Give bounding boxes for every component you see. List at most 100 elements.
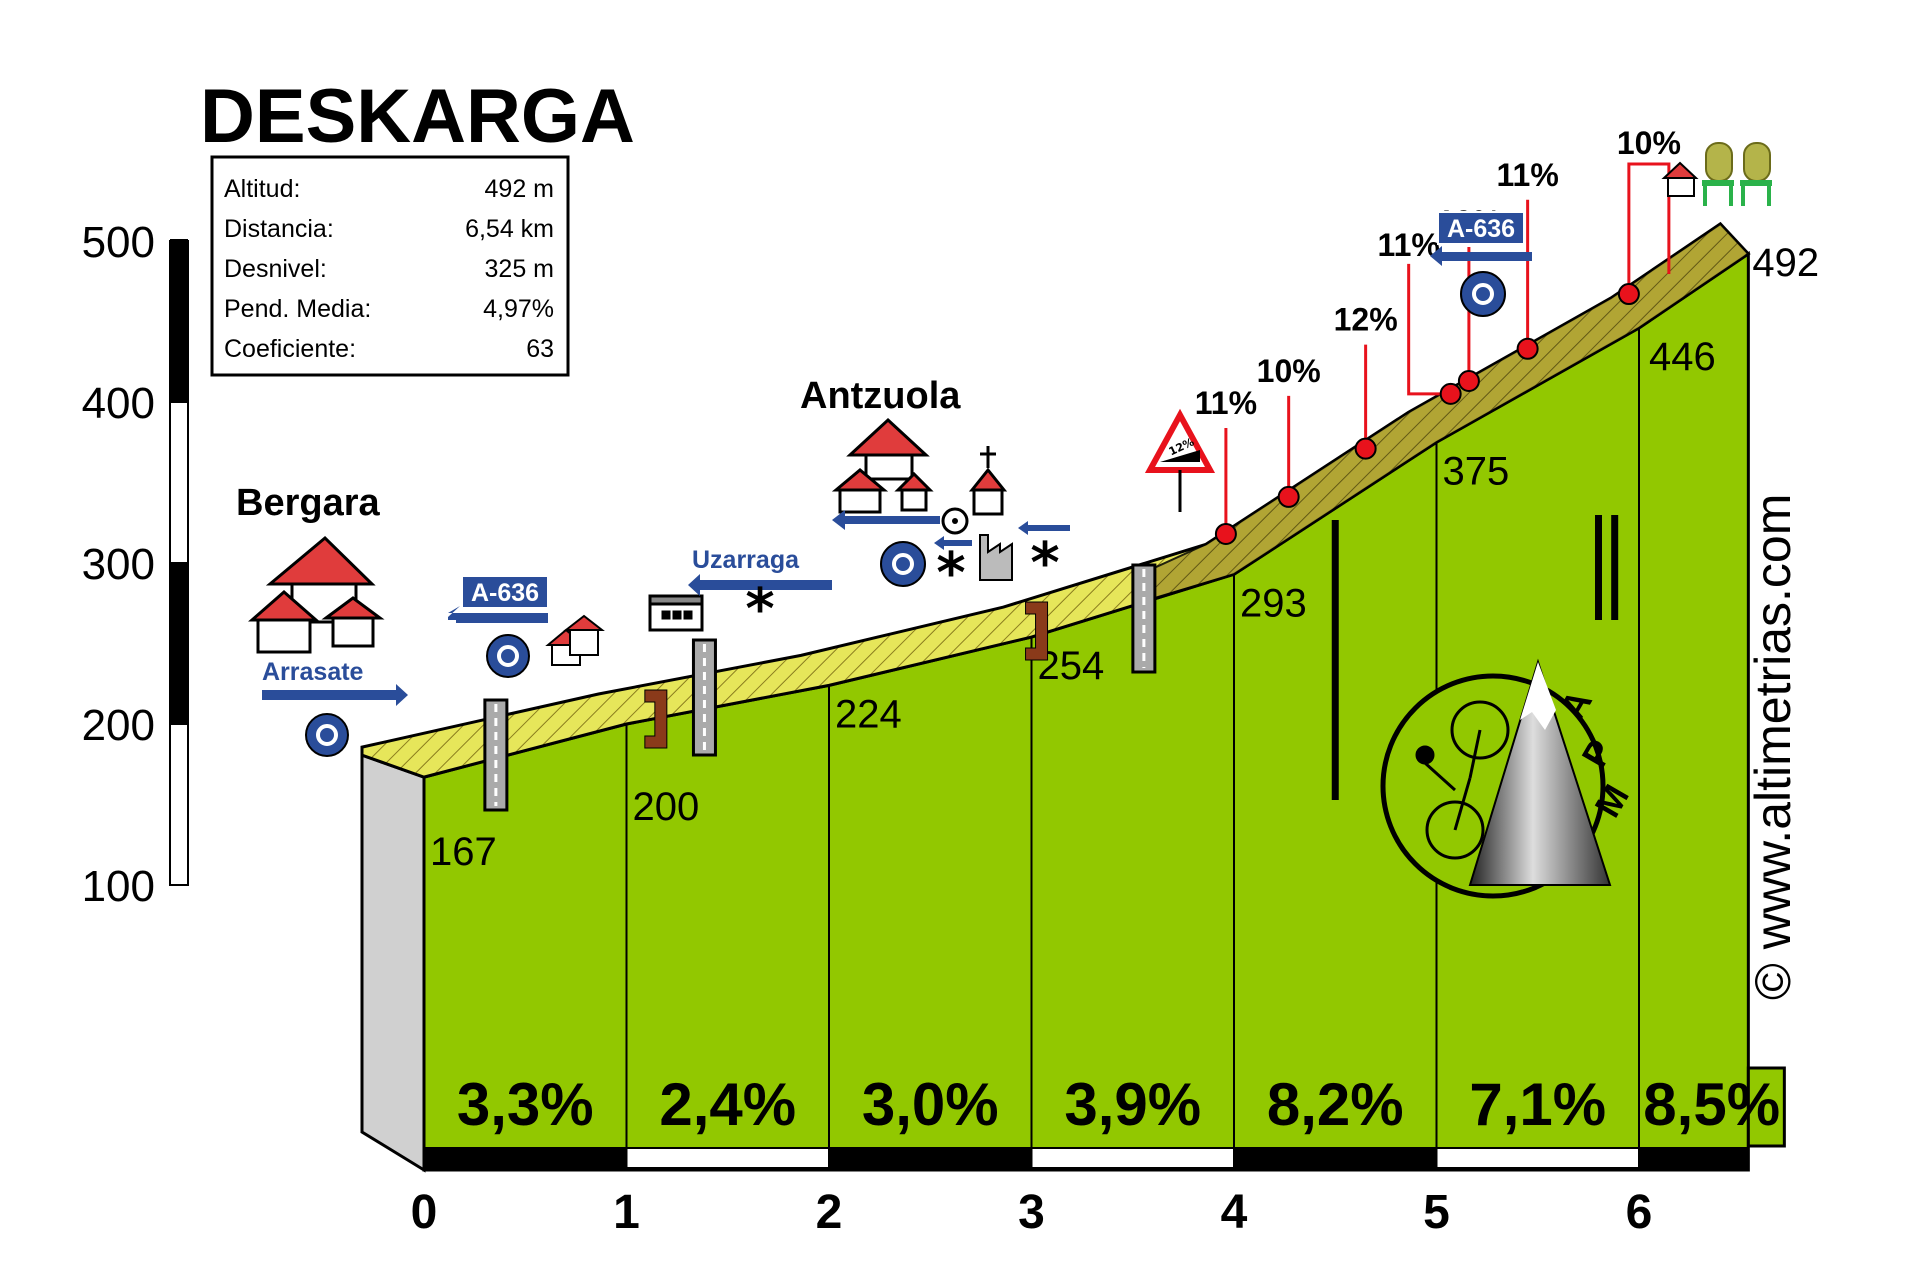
max-gradient-label: 10% (1257, 353, 1321, 389)
gradient-markers: 10%11%12%11%10%11%10% (483, 125, 1681, 812)
y-axis: 100 200 300 400 500 (82, 218, 189, 911)
chart-title: DESKARGA (200, 74, 635, 159)
segment-gradient-label: 3,3% (457, 1071, 594, 1138)
website-credit: © www.altimetrias.com (1745, 494, 1801, 1000)
max-gradient-label: 11% (1195, 385, 1257, 421)
x-scale-segment (625, 1147, 830, 1169)
max-gradient-label: 11% (1496, 157, 1558, 193)
road-label-arrasate: Arrasate (262, 658, 364, 686)
x-scale-segment (1435, 1147, 1640, 1169)
profile-side-wall (360, 753, 426, 1173)
road-label-a636-second: A-636 (1447, 215, 1515, 243)
star-icon: * (1030, 531, 1059, 596)
apm-logo: A P M (1380, 658, 1637, 899)
church-icon (968, 446, 1008, 516)
segment-gradient-label: 3,0% (862, 1071, 999, 1138)
houses-icon (545, 614, 605, 666)
y-tick-label: 500 (82, 218, 155, 267)
x-scale-segment (1030, 1147, 1235, 1169)
x-tick-label: 1 (613, 1186, 640, 1239)
info-label-altitud: Altitud: (224, 175, 300, 203)
elevation-label: 446 (1649, 335, 1716, 379)
bridge-icon (644, 689, 668, 749)
x-axis: 0 1 2 3 4 5 6 (411, 1147, 1750, 1239)
info-label-distancia: Distancia: (224, 215, 334, 243)
y-scale-segment (169, 723, 189, 886)
elevation-label: 200 (633, 785, 700, 829)
x-scale-segment (423, 1147, 628, 1169)
houses-icon (831, 417, 934, 514)
segment-gradient-label: 8,5% (1643, 1071, 1780, 1138)
y-tick-label: 200 (82, 701, 155, 750)
max-gradient-marker (1214, 522, 1237, 545)
road-band-steep (1152, 222, 1750, 600)
road-sign-arrasate: Arrasate (262, 658, 408, 757)
max-gradient-marker (1277, 485, 1300, 508)
town-label-bergara: Bergara (236, 482, 380, 524)
y-tick-label: 100 (82, 862, 155, 911)
x-tick-label: 4 (1221, 1186, 1248, 1239)
factory-icon (979, 534, 1013, 581)
bridge-icon (1025, 601, 1049, 661)
town-label-antzuola: Antzuola (800, 375, 961, 417)
houses-icon (248, 535, 385, 654)
elevation-label: 167 (430, 830, 497, 874)
x-scale-segment (1638, 1147, 1750, 1169)
info-value-coeficiente: 63 (526, 335, 554, 363)
info-value-altitud: 492 m (485, 175, 554, 203)
chair-icon (1702, 142, 1734, 206)
summit-house-icon (1661, 161, 1699, 197)
elevation-label: 375 (1443, 449, 1510, 493)
last-segment-tab (1746, 1066, 1786, 1148)
max-gradient-label: 11% (1378, 227, 1440, 263)
cyclist-icon (1415, 700, 1510, 860)
chair-icon (1740, 142, 1772, 206)
x-scale-segment (828, 1147, 1033, 1169)
road-sign-a636-second: A-636 (1430, 211, 1532, 317)
underpass-marker (483, 698, 509, 812)
steep-grade-warning-sign: 12% (1144, 408, 1216, 512)
elevation-label: 293 (1240, 581, 1307, 625)
elevation-label: 224 (835, 692, 902, 736)
elevation-label: 492 (1752, 241, 1819, 285)
town-antzuola: Antzuola (800, 375, 1070, 587)
road-sign-uzarraga: Uzarraga (688, 546, 832, 596)
road-label-uzarraga: Uzarraga (692, 546, 800, 574)
roundabout-icon (486, 634, 530, 678)
x-tick-label: 6 (1626, 1186, 1653, 1239)
segment-gradient-label: 7,1% (1469, 1071, 1606, 1138)
town-bergara: Bergara (236, 482, 385, 654)
info-label-pendiente: Pend. Media: (224, 295, 371, 323)
max-gradient-marker (1457, 370, 1480, 392)
x-tick-label: 5 (1423, 1186, 1450, 1239)
segment-gradient-label: 8,2% (1267, 1071, 1404, 1138)
y-scale-segment (169, 562, 189, 725)
max-gradient-label: 12% (1334, 302, 1398, 338)
max-gradient-marker (1439, 382, 1462, 405)
profile-area: 167 200 224 254 293 375 446 492 3,3% 2,4% 3,0% 3,9%… (360, 221, 1819, 1173)
building-icon (648, 594, 704, 632)
roundabout-icon (305, 713, 349, 757)
x-tick-label: 3 (1018, 1186, 1045, 1239)
info-value-desnivel: 325 m (485, 255, 554, 283)
x-tick-label: 0 (411, 1186, 438, 1239)
x-scale-segment (1233, 1147, 1438, 1169)
elevation-label: 254 (1038, 644, 1105, 688)
underpass-marker (691, 638, 717, 757)
max-gradient-marker (1354, 437, 1377, 460)
y-tick-label: 400 (82, 379, 155, 428)
roundabout-icon (1460, 271, 1506, 317)
y-scale-segment (169, 401, 189, 564)
info-label-desnivel: Desnivel: (224, 255, 327, 283)
max-gradient-label: 10% (1617, 125, 1681, 161)
y-tick-label: 300 (82, 540, 155, 589)
max-gradient-marker (1617, 283, 1640, 306)
x-tick-label: 2 (816, 1186, 843, 1239)
max-gradient-marker (1516, 337, 1539, 360)
star-icon: * (745, 577, 774, 642)
target-icon (941, 507, 969, 535)
info-box: Altitud: 492 m Distancia: 6,54 km Desniv… (210, 155, 570, 377)
info-value-pendiente: 4,97% (483, 295, 554, 323)
segment-gradient-label: 3,9% (1064, 1071, 1201, 1138)
